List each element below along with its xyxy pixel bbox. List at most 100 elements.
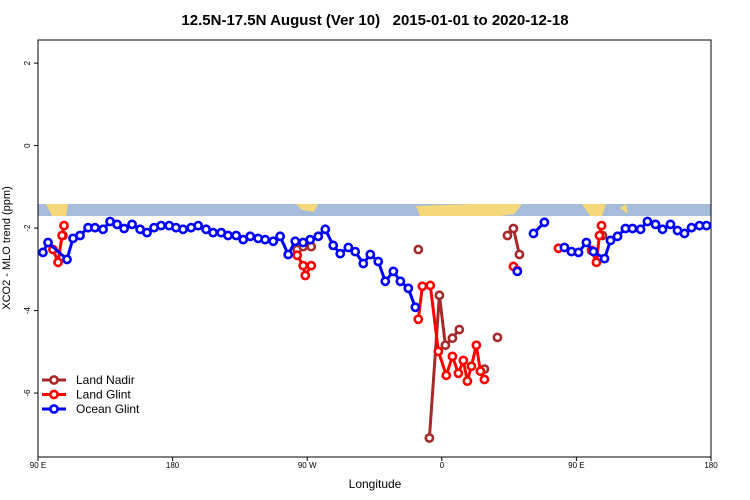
data-point [588,246,599,257]
data-point [283,249,294,260]
data-point [539,217,550,228]
data-point [665,219,676,230]
data-point [635,224,646,235]
plot-frame [37,39,712,458]
data-point [679,228,690,239]
y-axis-label: XCO2 - MLO trend (ppm) [1,186,13,309]
data-point [453,368,464,379]
data-point [193,220,204,231]
data-point [447,333,458,344]
data-point [305,234,316,245]
y-tick-label: -2 [23,224,32,232]
data-point [373,256,384,267]
data-point [458,355,469,366]
data-point [328,240,339,251]
data-point [573,247,584,258]
data-point [268,236,279,247]
land-shape [582,204,606,216]
data-point [358,258,369,269]
data-point [612,231,623,242]
x-tick-label: 180 [704,461,718,470]
x-tick-label: 90 E [568,461,584,470]
data-point [471,340,482,351]
data-point [492,332,503,343]
data-point [395,276,406,287]
chart-title: 12.5N-17.5N August (Ver 10) 2015-01-01 t… [181,12,568,29]
data-point [57,230,67,241]
x-axis-label: Longitude [349,477,402,491]
data-point [403,283,414,294]
data-point [292,250,303,261]
data-point [156,220,166,231]
data-point [313,231,324,242]
land-shape [620,204,628,214]
data-point [657,224,668,235]
data-point [502,230,513,241]
data-point [298,260,309,271]
data-point [178,224,188,235]
data-point [413,314,424,325]
y-tick-label: -6 [23,389,32,397]
data-point [335,248,346,259]
data-point [142,227,152,238]
y-tick-label: -4 [23,306,32,314]
data-point [62,254,72,265]
data-point [59,220,69,231]
map-band [38,204,711,216]
data-point [350,246,361,257]
data-point [75,230,85,241]
legend-swatch-marker [49,375,59,385]
legend-swatch-marker [49,389,59,400]
data-point [424,433,435,443]
data-point [605,235,616,246]
data-point [701,220,712,231]
data-point [365,249,376,260]
y-tick-label: 2 [23,60,32,65]
data-point [223,230,233,241]
data-point [388,266,399,277]
data-point [627,223,638,234]
data-point [417,281,428,292]
data-point [343,242,354,253]
data-point [119,223,130,234]
data-point [447,351,458,362]
data-point [591,257,602,268]
data-point [290,236,301,247]
x-tick-label: 90 W [298,461,317,470]
data-point [581,237,592,248]
x-tick-label: 90 E [30,461,46,470]
data-point [208,227,219,238]
data-point [231,230,242,241]
data-point [410,302,421,313]
data-point [38,247,48,258]
legend-label: Land Nadir [76,373,135,387]
data-point [300,270,311,281]
data-point [642,216,653,227]
data-point [441,370,452,381]
land-shape [296,204,318,212]
data-point [686,222,697,233]
x-tick-label: 180 [166,461,180,470]
data-point [245,231,256,242]
data-point [475,366,486,377]
data-point [98,224,108,235]
data-point [594,230,605,241]
data-point [462,376,473,387]
data-point [508,223,519,234]
data-point [260,234,271,245]
land-shape [416,204,522,216]
data-point [433,346,444,357]
data-point [466,361,477,372]
legend-label: Land Glint [76,388,131,402]
data-point [512,266,523,277]
data-point [306,260,317,271]
data-point [434,290,445,301]
legend-swatch-marker [49,404,59,414]
x-tick-label: 0 [440,461,445,470]
data-point [275,231,286,242]
data-point [559,242,570,253]
ocean-band [38,204,711,216]
data-point [528,228,539,239]
data-point [596,220,607,231]
